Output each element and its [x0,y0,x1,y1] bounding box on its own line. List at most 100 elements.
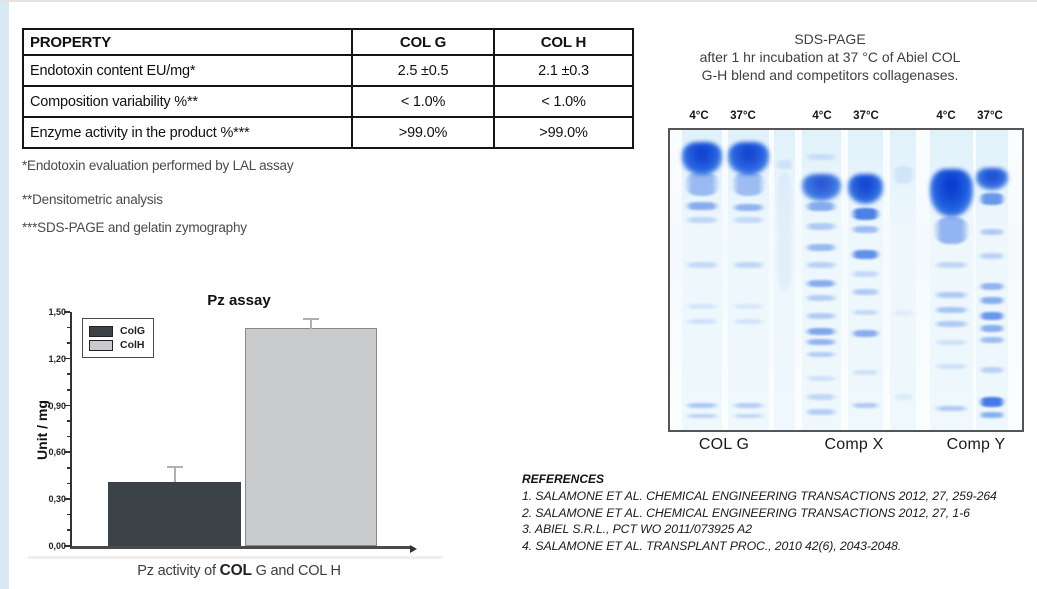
gel-band [849,250,881,259]
gel-band [804,280,839,288]
gel-image [668,128,1024,432]
table-cell: Composition variability %** [22,85,353,118]
table-cell: 2.1 ±0.3 [493,54,634,87]
gel-lane [930,130,973,430]
gel-band [684,172,720,196]
references-section: REFERENCES 1. SALAMONE ET AL. CHEMICAL E… [522,472,1032,554]
reference-item: 4. SALAMONE ET AL. TRANSPLANT PROC., 201… [522,538,902,553]
gel-band [684,202,720,210]
gel-band [976,167,1008,190]
y-minor-tick [67,420,70,422]
y-tick-mark [64,545,70,547]
gel-caption: SDS-PAGE after 1 hr incubation at 37 °C o… [630,30,1030,84]
y-tick-label: 1,50 [48,307,66,317]
legend-swatch-colh [89,339,113,351]
gel-lane [773,130,796,430]
gel-group-label: Comp Y [946,436,1006,453]
y-tick-mark [64,357,70,360]
column-header: COL G [351,28,495,56]
gel-band [684,262,720,268]
gel-lane [847,130,884,430]
gel-band [933,340,971,346]
gel-band [978,337,1007,343]
gel-band [804,328,839,335]
y-minor-tick [67,389,70,391]
chart-plot-area: ColG ColH [70,312,417,553]
gel-band [978,311,1007,320]
gel-band [933,364,971,370]
temp-label: 37°C [977,110,1003,122]
gel-band [849,271,881,277]
gel-band [891,394,915,400]
gel-band [804,295,839,301]
gel-band [933,307,971,313]
gel-band [804,202,839,211]
gel-band [849,226,881,233]
gel-band [804,244,839,251]
gel-lane [976,130,1008,430]
gel-caption-line: SDS-PAGE [794,31,866,47]
gel-band [728,142,769,175]
gel-band [933,320,971,327]
gel-band [978,296,1007,304]
gel-band [804,394,839,400]
references-title: REFERENCES [522,472,605,486]
y-tick-mark [64,498,70,500]
gel-band [730,319,767,325]
gel-band [978,367,1007,373]
table-cell: 2.5 ±0.5 [351,54,495,87]
chart-title: Pz assay [207,292,271,309]
chart-legend: ColG ColH [82,318,155,358]
y-minor-tick [67,342,70,344]
gel-band [684,304,720,310]
y-tick-label: 0,60 [48,447,66,458]
y-minor-tick [67,435,70,438]
gel-caption-line: after 1 hr incubation at 37 °C of Abiel … [699,49,961,65]
gel-band [847,173,883,204]
gel-band [804,376,839,382]
gel-band [849,329,881,337]
caption-suffix: G and COL H [251,563,341,579]
footnote: *Endotoxin evaluation performed by LAL a… [22,158,294,173]
error-bar-cap [166,466,183,469]
legend-label: ColG [120,325,146,337]
y-tick-label: 0,90 [48,400,66,411]
gel-band [730,172,767,196]
gel-band [933,406,971,412]
gel-band [978,325,1007,333]
gel-band [849,208,881,220]
caption-bold: COL [219,562,252,579]
sds-page-section: SDS-PAGE after 1 hr incubation at 37 °C o… [630,0,1037,589]
temp-label: 4°C [689,110,709,122]
gel-band [730,203,767,212]
temp-label: 37°C [853,110,879,122]
gel-band [804,223,839,230]
gel-band [730,304,767,310]
legend-label: ColH [120,339,145,351]
error-bar-cap [303,317,319,320]
footnote: **Densitometric analysis [22,192,163,207]
error-bar-stem [173,466,176,483]
gel-band [730,217,767,223]
column-header: PROPERTY [22,28,353,56]
column-header: COL H [493,28,634,56]
table-row: Composition variability %** < 1.0% < 1.0% [22,85,634,118]
y-minor-tick [67,482,70,485]
gel-lane [728,130,770,430]
gel-band [891,166,915,184]
bar-colg [108,466,241,546]
gel-band [804,409,839,415]
gel-band [775,172,794,292]
gel-band [730,403,767,409]
temp-label: 4°C [812,110,832,122]
gel-band [804,352,839,358]
gel-lane [890,130,917,430]
legend-swatch-colg [89,325,113,337]
gel-band [802,173,841,201]
chart-bottom-edge [28,556,443,559]
gel-group-label: COL G [698,436,750,453]
y-minor-tick [67,326,70,329]
pz-assay-chart: Pz assay Unit / mg ColG ColH Pz activity … [28,290,443,588]
gel-band [684,413,720,418]
